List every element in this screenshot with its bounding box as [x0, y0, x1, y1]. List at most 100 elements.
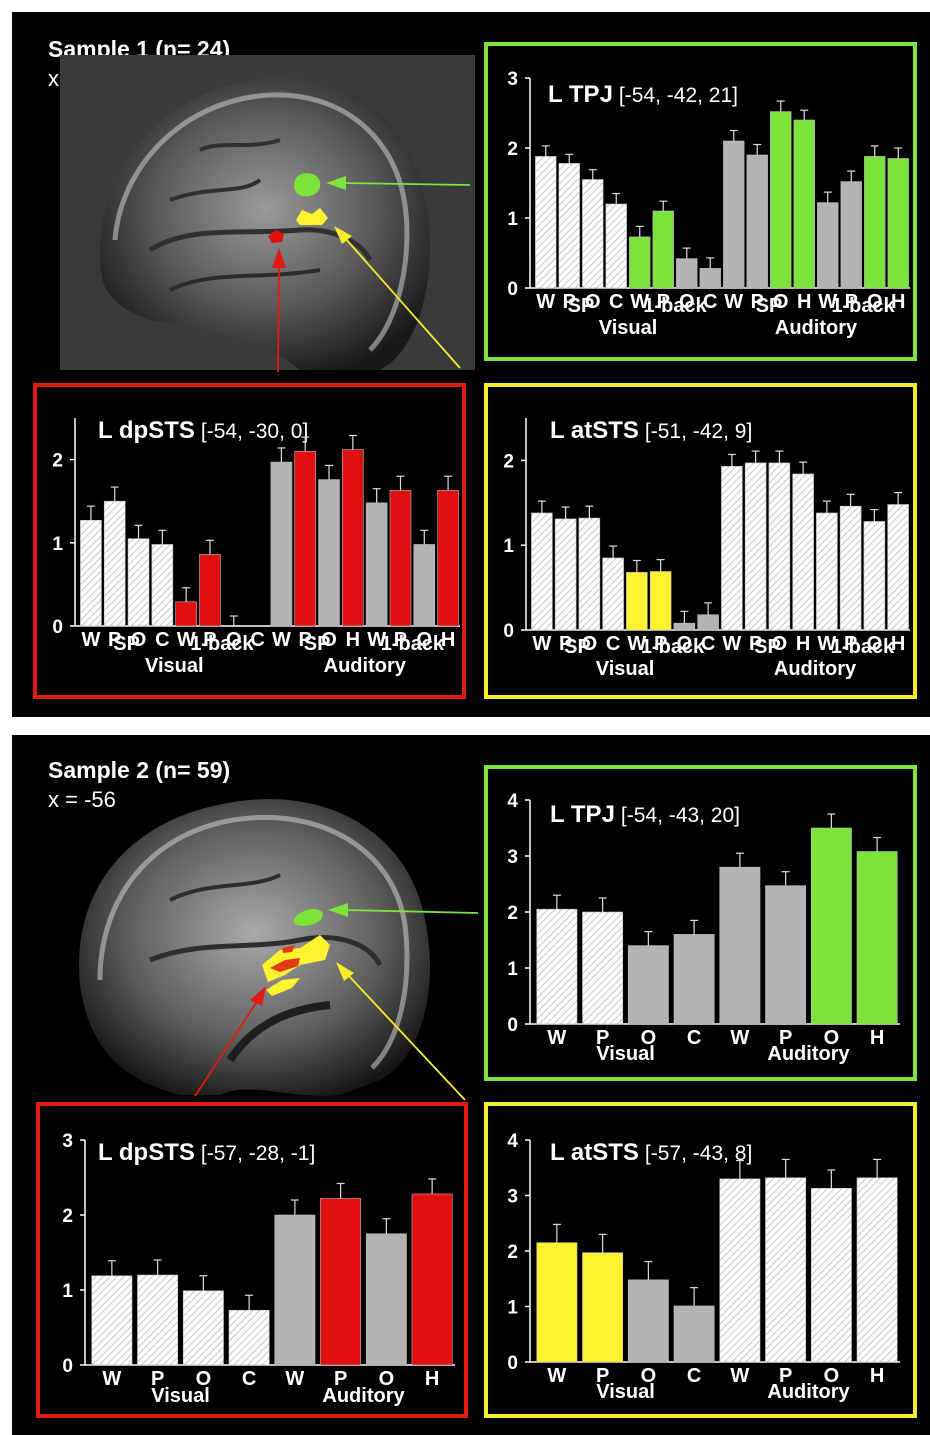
bar — [674, 1306, 714, 1362]
x-tick-label: W — [724, 291, 743, 313]
group-label: 1-back — [831, 295, 895, 317]
group-label: SP — [756, 295, 783, 317]
bar — [629, 237, 650, 288]
x-tick-label: W — [285, 1368, 304, 1390]
bar — [817, 203, 838, 288]
chart-title-coords: [-54, -42, 21] — [619, 84, 738, 107]
brain-image-sample-1 — [60, 55, 475, 372]
y-tick-label: 2 — [507, 903, 518, 924]
bar — [199, 554, 220, 626]
bar — [412, 1194, 452, 1365]
x-tick-label: C — [609, 291, 623, 313]
bar — [770, 112, 791, 288]
chart-title-region: L dpSTS — [98, 1139, 195, 1166]
chart-title-region: L dpSTS — [98, 417, 195, 444]
bar — [176, 602, 197, 626]
chart-title: L dpSTS [-54, -30, 0] — [98, 417, 308, 444]
bar — [559, 163, 580, 288]
x-tick-label: W — [272, 629, 291, 651]
modality-label: Visual — [596, 1381, 655, 1403]
x-tick-label: C — [687, 1365, 701, 1387]
x-tick-label: H — [425, 1368, 439, 1390]
brain-image-sample-2 — [79, 799, 478, 1100]
bar — [793, 474, 814, 630]
bar — [366, 1234, 406, 1365]
y-tick-label: 0 — [503, 621, 514, 642]
bar — [626, 572, 647, 630]
y-tick-label: 3 — [507, 1187, 518, 1208]
modality-label: Visual — [151, 1385, 210, 1407]
y-tick-label: 2 — [507, 1242, 518, 1263]
bar — [888, 504, 909, 630]
y-tick-label: 3 — [507, 847, 518, 868]
chart-s1-latsts: L atSTS [-51, -42, 9]012W P O C W P O C W P O H W P O HS… — [486, 385, 915, 697]
group-label: 1-back — [381, 633, 445, 655]
bar — [864, 521, 885, 630]
y-tick-label: 2 — [503, 451, 514, 472]
x-tick-label: H — [870, 1027, 884, 1049]
bar — [811, 828, 851, 1024]
bar — [841, 182, 862, 288]
modality-label: Visual — [599, 317, 658, 339]
bar — [606, 204, 627, 288]
bar — [628, 946, 668, 1024]
x-tick-label: C — [687, 1027, 701, 1049]
y-tick-label: 0 — [507, 279, 518, 300]
bar — [275, 1215, 315, 1365]
x-tick-label: W — [547, 1365, 566, 1387]
chart-title: L atSTS [-51, -42, 9] — [550, 417, 752, 444]
y-tick-label: 1 — [507, 209, 518, 230]
modality-label: Auditory — [322, 1385, 405, 1407]
chart-s1-ltpj: L TPJ [-54, -42, 21]0123W P O C W P O C W P O H W P O HS… — [486, 44, 915, 359]
bar — [723, 141, 744, 288]
y-tick-label: 2 — [507, 139, 518, 160]
bar — [676, 259, 697, 288]
bar — [582, 180, 603, 289]
chart-title-coords: [-51, -42, 9] — [645, 420, 752, 443]
x-tick-label: W — [532, 633, 551, 655]
group-label: SP — [568, 295, 595, 317]
bar — [537, 909, 577, 1024]
chart-title-coords: [-57, -43, 8] — [645, 1142, 752, 1165]
bar — [531, 513, 552, 630]
bar — [390, 490, 411, 626]
chart-s2-ltpj: L TPJ [-54, -43, 20]01234W P O C W P O HVisual Au… — [486, 767, 915, 1079]
modality-label: Visual — [145, 655, 204, 677]
x-tick-label: H — [797, 291, 811, 313]
y-tick-label: 4 — [507, 1131, 518, 1152]
bar — [745, 463, 766, 630]
bar — [128, 539, 149, 626]
x-tick-label: W — [730, 1027, 749, 1049]
y-tick-label: 2 — [52, 451, 63, 472]
bar — [765, 886, 805, 1024]
modality-label: Auditory — [767, 1043, 850, 1065]
group-label: SP — [754, 636, 781, 658]
chart-title-coords: [-54, -43, 20] — [621, 804, 740, 827]
x-tick-label: W — [81, 629, 100, 651]
x-tick-label: W — [547, 1027, 566, 1049]
bar — [579, 518, 600, 630]
chart-title: L TPJ [-54, -42, 21] — [548, 81, 738, 108]
chart-title-region: L TPJ — [550, 801, 615, 828]
bar — [414, 544, 435, 626]
chart-s2-latsts: L atSTS [-57, -43, 8] 0 1 2 3 4 W P O C W P O H Visual A… — [486, 1104, 915, 1416]
y-tick-label: 1 — [507, 1298, 518, 1319]
x-tick-label: W — [722, 633, 741, 655]
group-label: SP — [564, 636, 591, 658]
x-tick-label: H — [870, 1365, 884, 1387]
chart-title-coords: [-54, -30, 0] — [201, 420, 308, 443]
group-label: 1-back — [641, 636, 705, 658]
y-tick-label: 1 — [507, 959, 518, 980]
bar — [319, 480, 340, 626]
chart-title-region: L atSTS — [550, 1139, 639, 1166]
y-tick-label: 3 — [507, 69, 518, 90]
bar — [342, 450, 363, 626]
bar — [674, 934, 714, 1024]
bar — [438, 490, 459, 626]
bar — [811, 1188, 851, 1362]
x-tick-label: H — [796, 633, 810, 655]
modality-label: Auditory — [767, 1381, 850, 1403]
chart-title: L dpSTS [-57, -28, -1] — [98, 1139, 315, 1166]
